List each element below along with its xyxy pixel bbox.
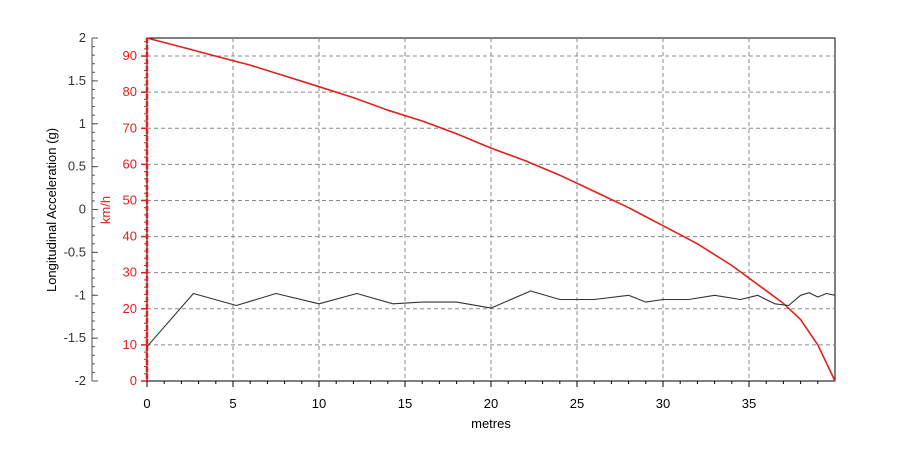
speed-series-line xyxy=(146,37,836,382)
left-tick-label: 1 xyxy=(79,116,86,131)
left-tick-label: 1.5 xyxy=(68,73,86,88)
x-axis: 0 5 10 15 20 25 30 35 xyxy=(143,381,819,411)
kmh-tick-label: 50 xyxy=(123,192,137,207)
x-axis-label: metres xyxy=(471,416,511,431)
left-tick-label: -0.5 xyxy=(64,244,86,259)
kmh-tick-label: 80 xyxy=(123,84,137,99)
left-tick-label: 0 xyxy=(79,202,86,217)
right-axis-label: km/h xyxy=(98,196,113,224)
gridlines xyxy=(147,38,835,381)
left-tick-label: -2 xyxy=(74,373,86,388)
kmh-tick-label: 70 xyxy=(123,120,137,135)
kmh-tick-label: 40 xyxy=(123,229,137,244)
left-tick-label: 0.5 xyxy=(68,159,86,174)
kmh-tick-label: 30 xyxy=(123,265,137,280)
kmh-tick-label: 60 xyxy=(123,156,137,171)
x-tick-label: 35 xyxy=(742,396,756,411)
left-axis: 2 1.5 1 0.5 0 -0.5 -1 -1.5 -2 xyxy=(64,30,98,388)
kmh-tick-label: 0 xyxy=(130,373,137,388)
acceleration-series-line xyxy=(146,290,836,348)
left-tick-label: -1.5 xyxy=(64,330,86,345)
x-tick-label: 0 xyxy=(143,396,150,411)
left-tick-label: 2 xyxy=(79,30,86,45)
x-tick-label: 15 xyxy=(398,396,412,411)
left-tick-label: -1 xyxy=(74,287,86,302)
x-tick-label: 30 xyxy=(656,396,670,411)
x-tick-label: 25 xyxy=(570,396,584,411)
series-layer xyxy=(146,37,836,382)
x-tick-label: 5 xyxy=(229,396,236,411)
x-tick-label: 10 xyxy=(312,396,326,411)
left-axis-label: Longitudinal Acceleration (g) xyxy=(44,128,59,292)
kmh-tick-label: 20 xyxy=(123,301,137,316)
x-tick-label: 20 xyxy=(484,396,498,411)
kmh-tick-label: 90 xyxy=(123,48,137,63)
kmh-tick-label: 10 xyxy=(123,337,137,352)
right-axis: 90 80 70 60 50 40 30 20 10 0 xyxy=(123,38,149,388)
